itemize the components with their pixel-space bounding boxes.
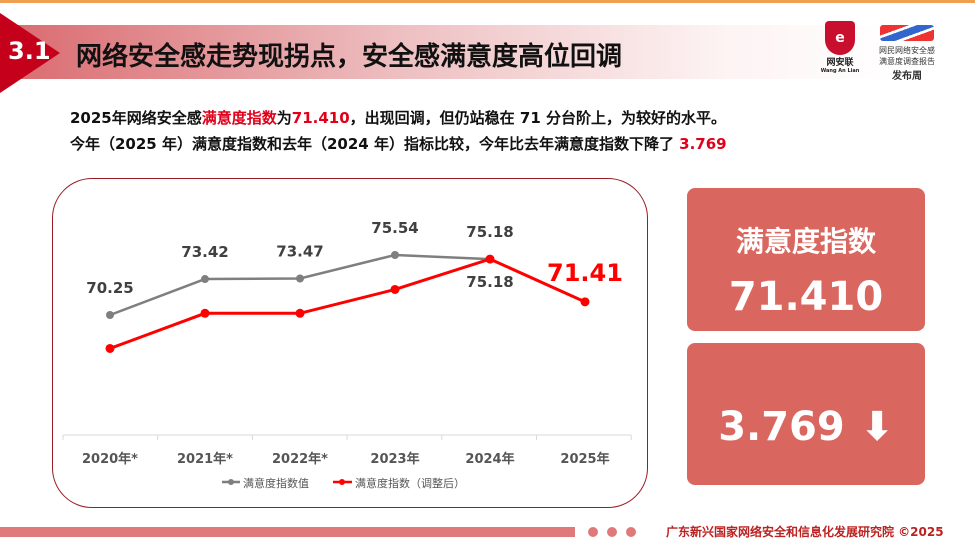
data-label: 73.47: [276, 242, 323, 260]
description-segment: 71.410: [291, 109, 350, 127]
data-point: [200, 308, 210, 318]
description-line-2: 今年（2025 年）满意度指数和去年（2024 年）指标比较，今年比去年满意度指…: [70, 133, 727, 154]
data-label: 70.25: [86, 279, 133, 297]
data-label: 75.54: [371, 219, 418, 237]
footer-dot: [588, 527, 598, 537]
description-segment: 为: [276, 109, 292, 127]
data-point: [580, 297, 590, 307]
footer-dot: [626, 527, 636, 537]
legend-label: 满意度指数（调整后）: [355, 476, 465, 490]
x-tick-label: 2023年: [370, 451, 419, 467]
data-point: [106, 311, 114, 319]
data-point: [295, 308, 305, 318]
footer-dot: [607, 527, 617, 537]
data-label: 71.41: [547, 259, 623, 287]
data-label: 73.42: [181, 243, 228, 261]
data-point: [105, 343, 115, 353]
description-segment: 3.769: [679, 135, 727, 153]
title-banner: [0, 25, 900, 79]
data-point: [296, 274, 304, 283]
x-tick-label: 2021年*: [177, 451, 233, 467]
chart-panel: [52, 178, 648, 508]
data-point: [485, 254, 495, 264]
report-week-logo: 网民网络安全感 满意度调查报告 发布周: [872, 25, 942, 82]
data-point: [391, 251, 399, 260]
legend-marker-dot: [228, 479, 234, 485]
x-tick-label: 2020年*: [82, 451, 138, 467]
shield-icon: e: [825, 21, 855, 55]
data-label: 75.18: [466, 223, 513, 241]
x-tick-label: 2025年: [560, 451, 609, 467]
description-segment: 今年（2025 年）满意度指数和去年（2024 年）指标比较，今年比去年满意度指…: [70, 135, 680, 153]
drop-card: 3.769 ⬇: [687, 343, 925, 485]
wanganlian-logo: e 网安联 Wang An Lian: [818, 21, 862, 74]
page-title: 网络安全感走势现拐点，安全感满意度高位回调: [76, 42, 623, 72]
x-tick-label: 2024年: [465, 451, 514, 467]
data-point: [390, 284, 400, 294]
line-chart: 2020年* 2021年* 2022年* 2023年 2024年 2025年 70.25 73…: [62, 219, 632, 490]
index-card: 满意度指数 71.410: [687, 188, 925, 331]
footer-text: 广东新兴国家网络安全和信息化发展研究院 ©2025: [666, 525, 944, 539]
index-card-value: 71.410: [728, 274, 884, 320]
description-line-1: 2025年网络安全感满意度指数为71.410，出现回调，但仍站稳在 71 分台阶…: [70, 107, 726, 128]
x-tick-label: 2022年*: [272, 451, 328, 467]
section-marker: [0, 13, 60, 93]
description-segment: ，出现回调，但仍站稳在 71 分台阶上，为较好的水平。: [349, 109, 726, 127]
legend-label: 满意度指数值: [243, 476, 309, 490]
description-segment: 2025年网络安全感: [70, 109, 202, 127]
description-segment: 满意度指数: [201, 109, 277, 127]
series-line: [109, 257, 586, 350]
series-line: [109, 253, 491, 317]
index-card-title: 满意度指数: [735, 225, 876, 258]
data-label: 75.18: [466, 273, 513, 291]
stripes-icon: [880, 25, 934, 41]
arrow-down-icon: ⬇: [860, 404, 894, 450]
data-point: [201, 275, 209, 284]
footer-bar: [0, 527, 575, 537]
section-number: 3.1: [8, 37, 51, 65]
drop-value: 3.769: [718, 404, 845, 450]
legend-marker-dot: [339, 479, 345, 485]
